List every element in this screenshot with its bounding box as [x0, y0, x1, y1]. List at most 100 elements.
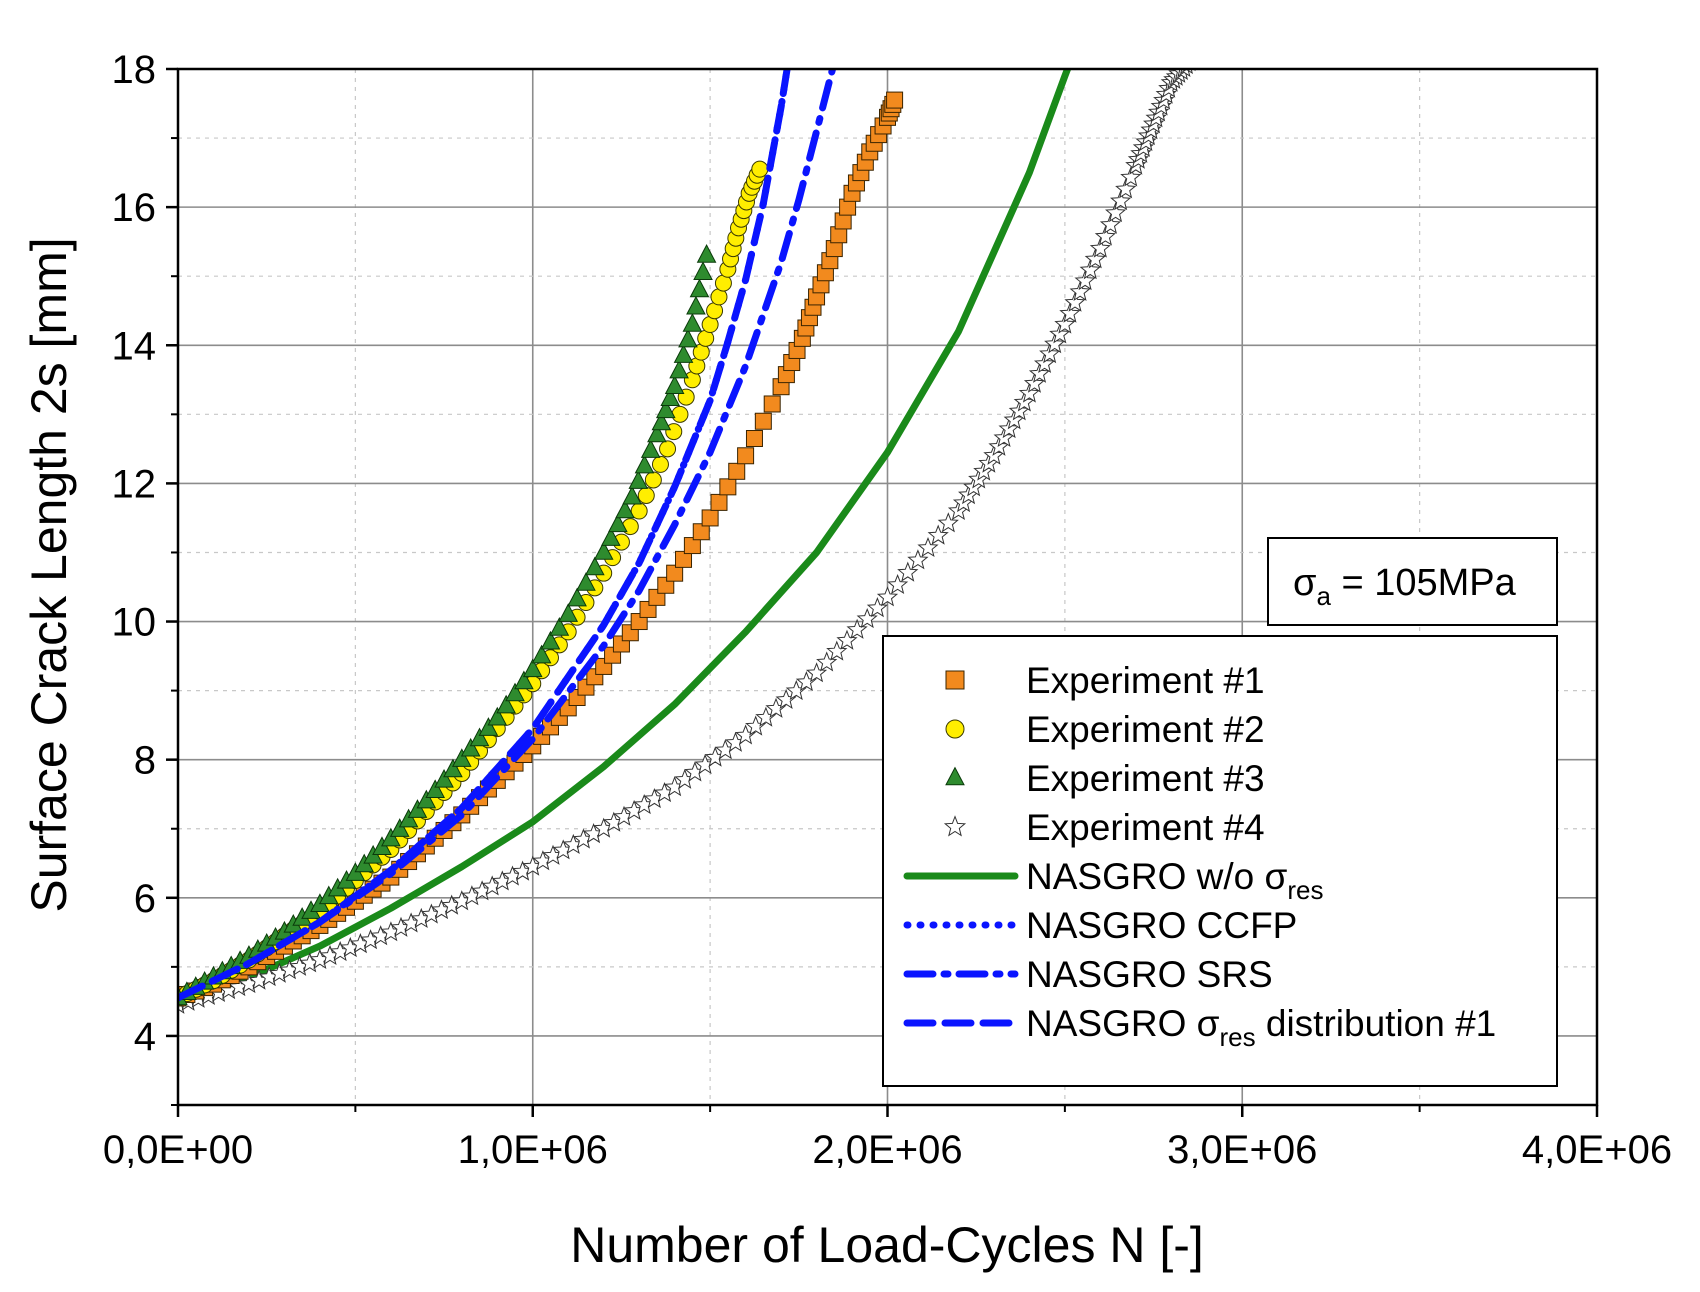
series-line — [178, 69, 791, 1002]
data-point — [682, 313, 703, 332]
data-point — [876, 586, 899, 607]
data-point — [637, 486, 655, 504]
stress-amplitude-box: σa = 105MPa — [1267, 537, 1558, 626]
data-point — [514, 670, 534, 690]
series-nasgro-srs — [178, 69, 837, 1002]
data-point — [451, 748, 472, 767]
legend-label-main: Experiment #4 — [1026, 807, 1265, 848]
stress-amplitude-sigma: σ — [1293, 562, 1316, 604]
data-point — [806, 662, 828, 683]
legend-item-experiment-1: Experiment #1 — [945, 660, 1265, 701]
x-tick-label: 3,0E+06 — [1167, 1128, 1317, 1172]
data-point — [826, 640, 848, 661]
data-point — [866, 597, 889, 618]
data-point — [1094, 225, 1116, 246]
data-point — [1064, 291, 1086, 312]
x-axis-title: Number of Load-Cycles N [-] — [570, 1217, 1204, 1273]
data-point — [1044, 333, 1066, 354]
x-tick-label: 1,0E+06 — [458, 1128, 608, 1172]
data-point — [651, 455, 669, 473]
legend-item-experiment-2: Experiment #2 — [945, 709, 1265, 750]
data-point — [719, 478, 737, 496]
legend-label-main: Experiment #1 — [1026, 660, 1265, 701]
y-tick-label: 6 — [134, 877, 156, 921]
data-point — [683, 537, 701, 555]
series-nasgro-w-o-res — [178, 69, 1072, 1005]
legend-label-suffix: distribution #1 — [1256, 1003, 1497, 1044]
data-point — [1079, 259, 1101, 280]
data-point — [816, 651, 838, 672]
legend-label-main: NASGRO w/o σ — [1026, 856, 1287, 897]
y-tick-label: 18 — [112, 48, 157, 92]
data-point — [1049, 323, 1071, 344]
data-point — [622, 485, 642, 505]
legend-label-main: NASGRO CCFP — [1026, 905, 1297, 946]
data-point — [675, 550, 693, 568]
legend-symbol — [945, 670, 965, 690]
data-point — [659, 440, 677, 458]
data-point — [686, 295, 706, 315]
data-point — [1018, 382, 1041, 403]
legend-label-main: NASGRO SRS — [1026, 954, 1273, 995]
legend-label: Experiment #3 — [1026, 758, 1265, 799]
data-point — [389, 818, 410, 837]
legend-item-experiment-4: Experiment #4 — [943, 807, 1265, 848]
data-point — [1109, 190, 1132, 211]
data-point — [647, 423, 667, 443]
stress-amplitude-value: = 105MPa — [1331, 562, 1517, 604]
data-point — [651, 411, 672, 431]
stress-amplitude-box-frame — [1267, 537, 1558, 626]
data-point — [937, 512, 959, 533]
data-point — [487, 706, 508, 726]
data-point — [407, 799, 428, 818]
legend-label: NASGRO w/o σres — [1026, 856, 1323, 905]
data-point — [728, 462, 746, 480]
data-point — [469, 727, 490, 747]
y-tick-label: 4 — [134, 1015, 156, 1059]
data-point — [710, 493, 728, 511]
data-point — [496, 694, 516, 714]
data-point — [886, 91, 904, 109]
data-point — [927, 524, 949, 545]
legend-label: NASGRO σres distribution #1 — [1026, 1003, 1496, 1052]
data-point — [425, 779, 446, 798]
data-point — [917, 536, 939, 557]
legend-symbol — [945, 719, 965, 739]
data-point — [644, 471, 662, 489]
legend-label-main: Experiment #2 — [1026, 709, 1265, 750]
data-point — [701, 509, 719, 527]
data-point — [678, 328, 698, 348]
data-point — [505, 682, 525, 702]
data-point — [567, 587, 587, 607]
data-point — [666, 564, 684, 582]
data-point — [531, 644, 552, 664]
data-point — [655, 399, 676, 419]
data-point — [585, 556, 605, 576]
legend-label-subscript: res — [1287, 875, 1323, 905]
data-point — [478, 717, 499, 736]
stress-amplitude-label: σa = 105MPa — [1293, 562, 1517, 611]
legend-symbol — [945, 766, 965, 786]
x-tick-label: 4,0E+06 — [1522, 1128, 1672, 1172]
data-point — [1028, 362, 1051, 383]
data-point — [381, 827, 401, 847]
data-point — [460, 737, 481, 757]
y-tick-label: 16 — [112, 186, 157, 230]
data-point — [608, 513, 628, 533]
y-tick-label: 14 — [112, 324, 157, 368]
data-point — [593, 541, 614, 560]
data-point — [693, 261, 713, 280]
data-point — [886, 573, 909, 594]
data-point — [540, 630, 561, 650]
stress-amplitude-subscript: a — [1316, 581, 1331, 611]
data-point — [1069, 280, 1091, 302]
data-point — [660, 387, 681, 407]
data-point — [751, 160, 769, 178]
data-point — [692, 523, 710, 541]
data-point — [443, 758, 463, 778]
legend-label: Experiment #4 — [1026, 807, 1265, 848]
legend-symbol — [943, 815, 967, 837]
data-point — [907, 549, 929, 570]
data-point — [689, 278, 710, 298]
